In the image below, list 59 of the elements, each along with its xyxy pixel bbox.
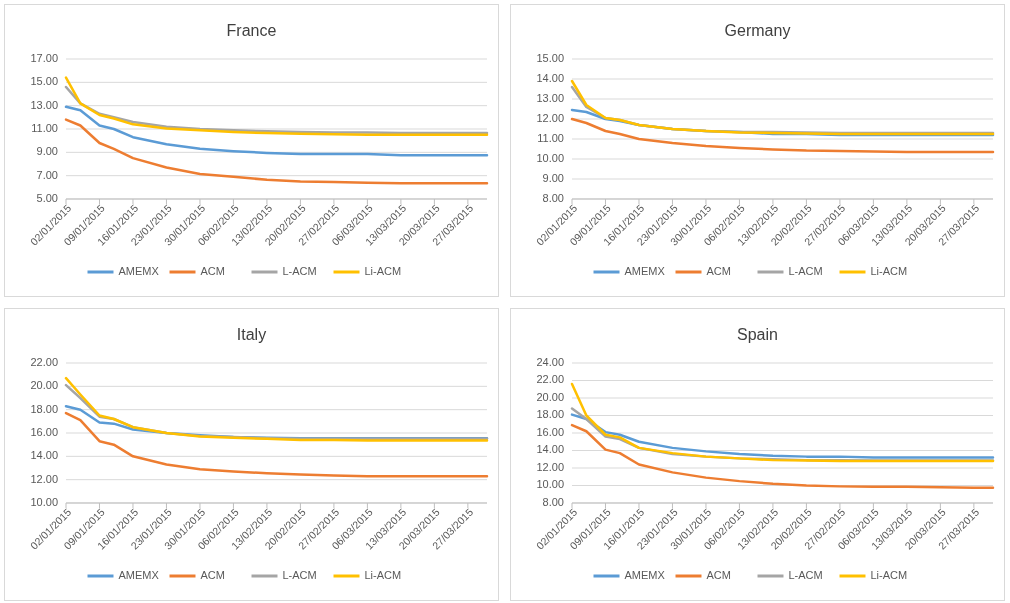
legend-label: AMEMX: [118, 264, 160, 277]
y-tick-label: 9.00: [542, 171, 564, 184]
y-tick-label: 7.00: [36, 168, 58, 181]
y-tick-label: 14.00: [536, 443, 564, 456]
y-tick-label: 16.00: [536, 425, 564, 438]
chart-title: Spain: [737, 326, 778, 343]
y-tick-label: 18.00: [30, 402, 58, 415]
legend-label: L-ACM: [788, 264, 823, 277]
y-tick-label: 14.00: [536, 71, 564, 84]
y-tick-label: 22.00: [30, 355, 58, 368]
chart-title: Italy: [236, 326, 267, 343]
y-tick-label: 10.00: [536, 478, 564, 491]
legend-label: AMEMX: [624, 568, 666, 581]
y-tick-label: 12.00: [30, 472, 58, 485]
y-tick-label: 20.00: [536, 390, 564, 403]
y-tick-label: 12.00: [536, 460, 564, 473]
y-tick-label: 9.00: [36, 145, 58, 158]
y-tick-label: 22.00: [536, 373, 564, 386]
line-series: [570, 382, 995, 463]
y-tick-label: 18.00: [536, 408, 564, 421]
y-tick-label: 16.00: [30, 425, 58, 438]
line-series: [570, 423, 995, 489]
line-series: [570, 117, 995, 154]
legend-label: Li-ACM: [870, 264, 908, 277]
line-series: [64, 118, 489, 185]
line-series: [64, 76, 489, 137]
legend-label: AMEMX: [624, 264, 666, 277]
y-tick-label: 14.00: [30, 449, 58, 462]
y-tick-label: 8.00: [542, 495, 564, 508]
y-tick-label: 12.00: [536, 111, 564, 124]
y-tick-label: 24.00: [536, 355, 564, 368]
y-tick-label: 8.00: [542, 191, 564, 204]
line-series: [570, 413, 995, 459]
legend-label: ACM: [706, 568, 731, 581]
y-tick-label: 13.00: [536, 91, 564, 104]
y-tick-label: 20.00: [30, 379, 58, 392]
legend-label: Li-ACM: [870, 568, 908, 581]
y-tick-label: 11.00: [31, 121, 58, 134]
legend-label: ACM: [200, 264, 225, 277]
y-tick-label: 10.00: [536, 151, 564, 164]
y-tick-label: 13.00: [30, 98, 58, 111]
legend-label: ACM: [706, 264, 731, 277]
legend-label: ACM: [200, 568, 225, 581]
legend-label: L-ACM: [282, 568, 317, 581]
y-tick-label: 15.00: [536, 51, 564, 64]
line-series: [64, 411, 489, 478]
chart-title: France: [226, 22, 277, 39]
y-tick-label: 10.00: [30, 495, 58, 508]
y-tick-label: 11.00: [537, 131, 564, 144]
y-tick-label: 5.00: [36, 191, 58, 204]
legend-label: L-ACM: [788, 568, 823, 581]
legend-label: AMEMX: [118, 568, 160, 581]
line-series: [64, 105, 489, 157]
y-tick-label: 17.00: [30, 51, 58, 64]
legend-label: L-ACM: [282, 264, 317, 277]
legend-label: Li-ACM: [364, 264, 402, 277]
y-tick-label: 15.00: [30, 75, 58, 88]
chart-title: Germany: [724, 22, 791, 39]
legend-label: Li-ACM: [364, 568, 402, 581]
